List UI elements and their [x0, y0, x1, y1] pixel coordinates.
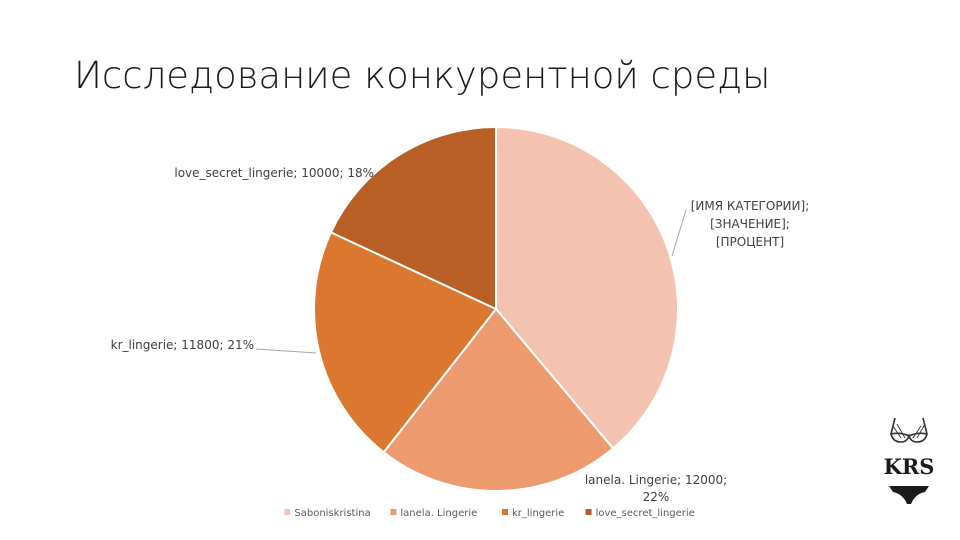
krs-logo: KRS — [884, 417, 935, 504]
lingerie-logo-icon — [890, 417, 928, 443]
data-label-kr-lingerie: kr_lingerie; 11800; 21% — [111, 338, 254, 352]
leader-line — [255, 348, 317, 354]
data-labels: [ИМЯ КАТЕГОРИИ]; [ЗНАЧЕНИЕ]; [ПРОЦЕНТ] lane… — [111, 166, 810, 504]
pie-slice-lanela-lingerie — [382, 307, 615, 492]
legend-swatch — [502, 509, 508, 515]
legend-swatch — [585, 509, 592, 515]
leader-lines — [255, 209, 687, 354]
pie-slice-kr-lingerie — [313, 231, 498, 454]
legend-item: love_secret_lingerie — [585, 508, 695, 519]
logo-text: KRS — [884, 454, 935, 479]
legend-label: kr_lingerie — [512, 508, 564, 519]
data-label-saboniskristina: [ИМЯ КАТЕГОРИИ]; [ЗНАЧЕНИЕ]; [ПРОЦЕНТ] — [691, 199, 809, 249]
pie-slice-saboniskristina — [495, 125, 679, 450]
legend-label: Saboniskristina — [294, 508, 370, 519]
chart-legend: Saboniskristina lanela. Lingerie kr_linger… — [284, 508, 695, 519]
legend-swatch — [284, 509, 291, 515]
legend-item: Saboniskristina — [284, 508, 371, 519]
legend-swatch — [390, 509, 397, 515]
pie-slice-love-secret-lingerie — [329, 125, 497, 311]
leader-line — [671, 209, 687, 257]
slide-title: Исследование конкурентной среды — [74, 54, 771, 97]
data-label-lanela-lingerie: lanela. Lingerie; 12000; 22% — [585, 473, 727, 504]
data-label-love-secret-lingerie: love_secret_lingerie; 10000; 18% — [174, 166, 374, 180]
legend-item: kr_lingerie — [502, 508, 564, 519]
pie-slices — [313, 125, 679, 492]
legend-label: love_secret_lingerie — [596, 508, 695, 519]
legend-label: lanela. Lingerie — [400, 508, 477, 519]
panties-icon — [889, 486, 929, 504]
legend-item: lanela. Lingerie — [390, 508, 477, 519]
